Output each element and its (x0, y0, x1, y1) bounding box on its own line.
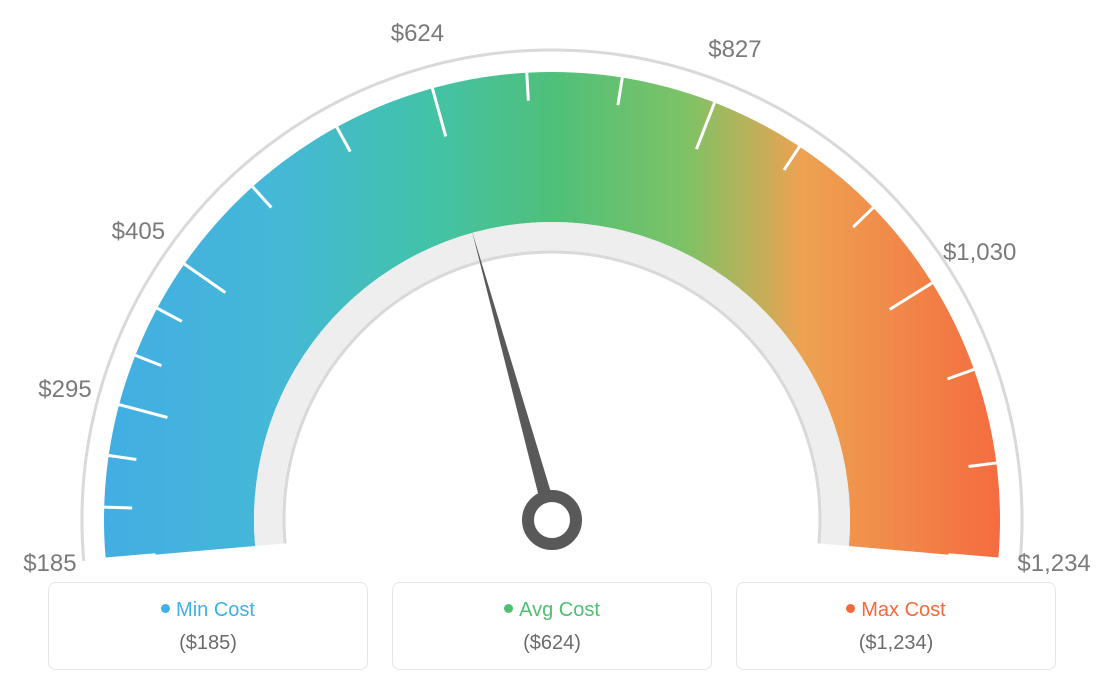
legend-label-avg: Avg Cost (519, 599, 600, 621)
legend-value-min: ($185) (59, 632, 357, 655)
legend-dot-max (846, 604, 855, 613)
legend-card-min: Min Cost ($185) (48, 582, 368, 670)
gauge-tick-label: $295 (38, 376, 91, 404)
gauge-tick-label: $405 (112, 218, 165, 246)
legend-dot-min (161, 604, 170, 613)
legend-label-max: Max Cost (861, 599, 945, 621)
legend-value-avg: ($624) (403, 632, 701, 655)
gauge-chart: $185$295$405$624$827$1,030$1,234 (0, 0, 1104, 570)
legend-title-max: Max Cost (747, 599, 1045, 622)
legend-row: Min Cost ($185) Avg Cost ($624) Max Cost… (0, 582, 1104, 670)
gauge-tick-label: $1,030 (943, 239, 1016, 267)
legend-title-min: Min Cost (59, 599, 357, 622)
legend-value-max: ($1,234) (747, 632, 1045, 655)
legend-card-avg: Avg Cost ($624) (392, 582, 712, 670)
gauge-tick-label: $1,234 (1017, 550, 1090, 578)
gauge-tick-label: $185 (23, 550, 76, 578)
gauge-tick-label: $827 (708, 36, 761, 64)
legend-label-min: Min Cost (176, 599, 255, 621)
legend-title-avg: Avg Cost (403, 599, 701, 622)
gauge-tick-label: $624 (391, 20, 444, 48)
legend-dot-avg (504, 604, 513, 613)
legend-card-max: Max Cost ($1,234) (736, 582, 1056, 670)
chart-container: $185 $295 $405 $624 $827 $1,030 $1,234 Min Cos… (0, 0, 1104, 690)
